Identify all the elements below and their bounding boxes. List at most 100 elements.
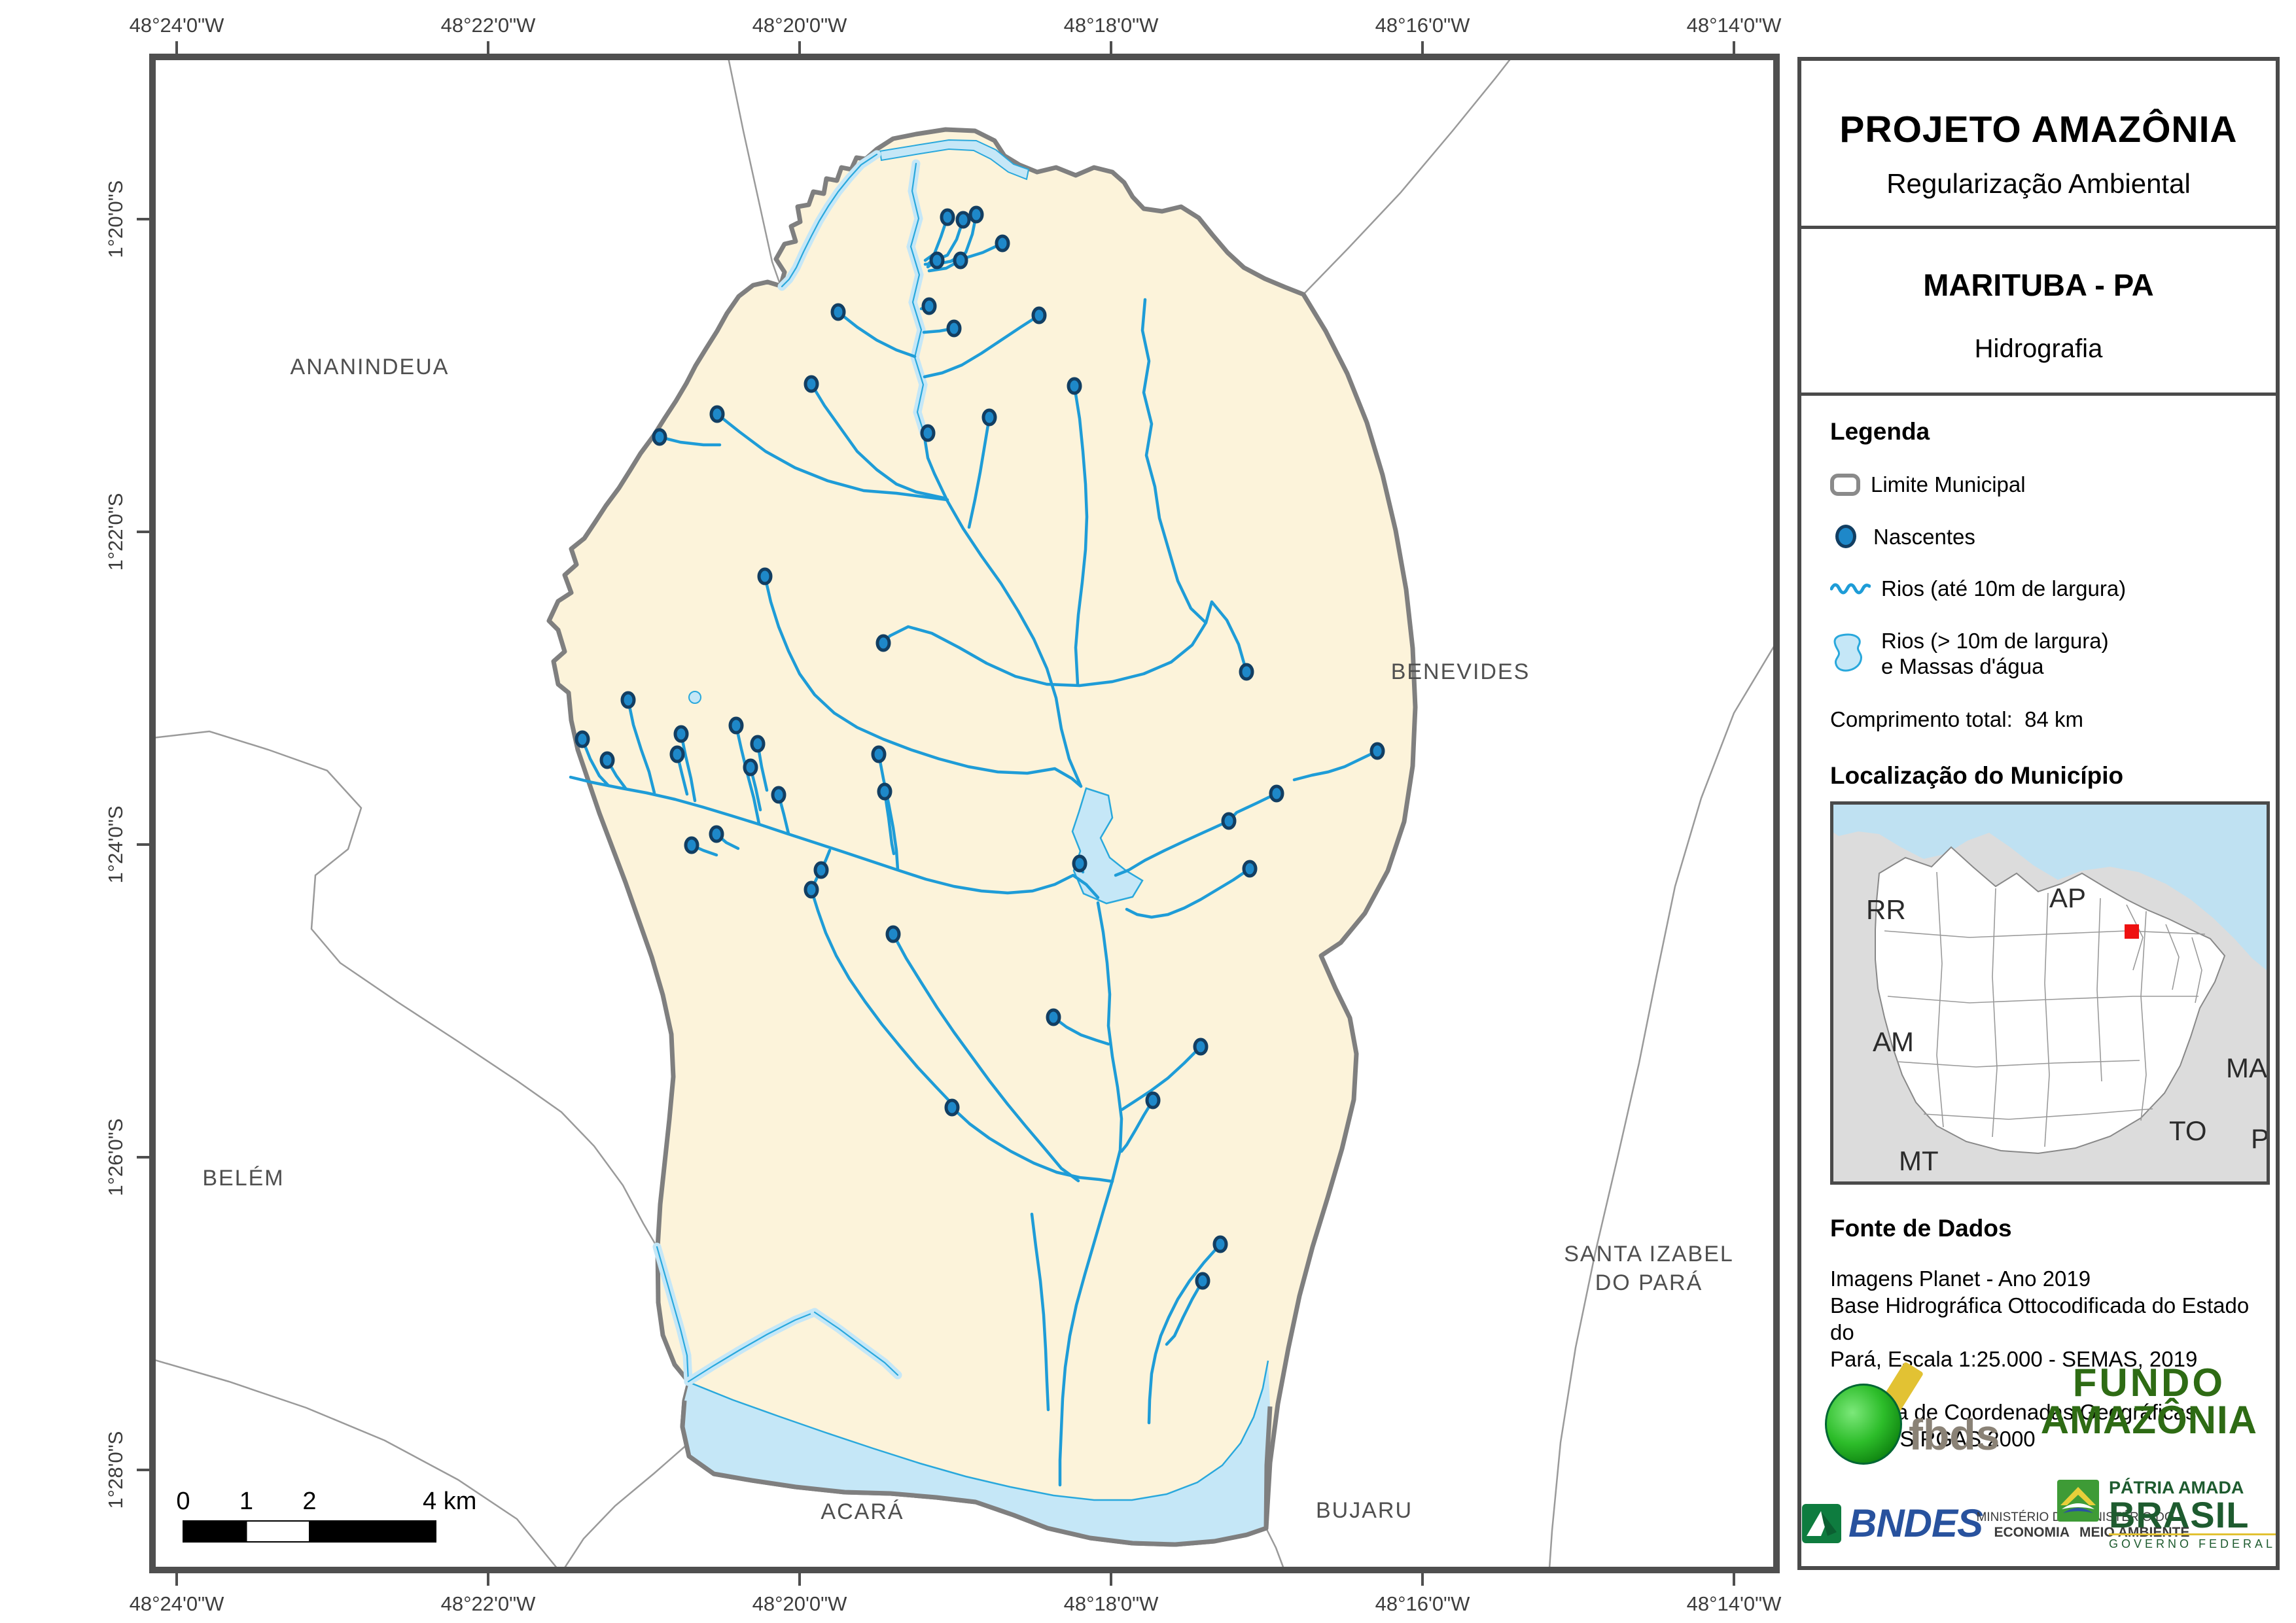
- nascente-dot: [1067, 377, 1082, 395]
- ministerio-meio-ambiente-logo: MINISTÉRIO DO MEIO AMBIENTE: [2079, 1510, 2191, 1541]
- nascente-dot: [804, 375, 819, 393]
- river-line: [923, 313, 1041, 379]
- river-line: [763, 574, 1083, 788]
- latitude-label-left: 1°22'0"S: [104, 493, 127, 571]
- nascente-dot: [1072, 854, 1087, 873]
- bndes-logo: BNDES: [1801, 1501, 1983, 1546]
- inset-municipal-line: [1936, 871, 1944, 1128]
- nascente-dot: [771, 786, 786, 804]
- nascente-dot: [574, 730, 590, 748]
- nascente-dot: [940, 208, 955, 226]
- nascente-dot: [1239, 663, 1254, 681]
- scale-bar-segment: [309, 1520, 436, 1543]
- nascente-dot: [709, 825, 724, 843]
- river-line: [1292, 749, 1379, 782]
- ministry-label: MEIO AMBIENTE: [2079, 1525, 2190, 1540]
- river-line: [658, 435, 722, 447]
- nascente-dot: [669, 745, 685, 763]
- nascente-dot: [981, 408, 997, 427]
- neighbor-boundary-line: [152, 1358, 558, 1569]
- nascente-dot: [1212, 1235, 1228, 1253]
- lake: [1071, 787, 1144, 905]
- river-line: [1114, 792, 1279, 877]
- latitude-label-left: 1°28'0"S: [104, 1431, 127, 1509]
- inset-state-label: MT: [1899, 1145, 1939, 1176]
- inset-municipal-line: [2191, 937, 2202, 1003]
- river-line: [580, 737, 610, 788]
- nascente-dot: [709, 405, 725, 423]
- municipal-limit-icon: [1830, 473, 1860, 496]
- governo-federal-logo: PÁTRIA AMADA BRASIL GOVERNO FEDERAL: [2057, 1479, 2276, 1550]
- river-channel-line: [687, 1311, 816, 1383]
- total-length-label: Comprimento total:: [1830, 707, 2013, 731]
- inset-municipal-line: [2096, 898, 2102, 1082]
- nascente-dot: [929, 251, 945, 270]
- fbds-logo-globe: [1825, 1384, 1902, 1465]
- nascente-dot: [1221, 812, 1237, 830]
- source-line: Imagens Planet - Ano 2019: [1830, 1266, 2091, 1291]
- river-line: [679, 732, 697, 803]
- river-channel-line: [656, 1246, 690, 1383]
- ministry-label: MINISTÉRIO DA: [1976, 1510, 2070, 1524]
- nascente-dot: [804, 881, 819, 899]
- bndes-logo-text: BNDES: [1848, 1501, 1983, 1545]
- river-line: [836, 310, 917, 358]
- legend-item-label: Limite Municipal: [1871, 472, 2026, 497]
- inset-municipal-line: [1992, 888, 1998, 1138]
- river-line: [1051, 1015, 1110, 1046]
- government-logos-row: BNDES MINISTÉRIO DA ECONOMIA MINISTÉRIO …: [1801, 1479, 2276, 1550]
- south-water-body: [682, 1361, 1270, 1544]
- nascente-dot: [1242, 860, 1258, 878]
- river-line: [950, 1106, 1114, 1183]
- inset-state-label: AM: [1873, 1026, 1914, 1057]
- neighbor-boundary-line: [727, 57, 782, 287]
- brasil-logo-text: PÁTRIA AMADA BRASIL GOVERNO FEDERAL: [2108, 1479, 2276, 1550]
- nascente-dot: [955, 211, 971, 229]
- scale-bar-label: 1: [239, 1488, 253, 1515]
- pond: [688, 691, 701, 704]
- longitude-label-bottom: 48°24'0"W: [130, 1592, 225, 1615]
- longitude-label-bottom: 48°22'0"W: [441, 1592, 537, 1615]
- source-line: Pará, Escala 1:25.000 - SEMAS, 2019: [1830, 1346, 2198, 1371]
- neighbor-boundary-line: [1265, 1527, 1285, 1569]
- inset-ocean: [1832, 803, 2270, 973]
- scale-bar-label: 0: [176, 1488, 190, 1515]
- scale-bar-segment: [183, 1520, 247, 1543]
- nascente-dot: [871, 745, 887, 763]
- nascente-dot: [728, 716, 744, 735]
- municipality-boundary-south: [680, 1400, 1273, 1547]
- longitude-label-bottom: 48°14'0"W: [1687, 1592, 1782, 1615]
- legend-item-limite: Limite Municipal: [1830, 472, 2276, 498]
- data-source-block: Imagens Planet - Ano 2019 Base Hidrográf…: [1830, 1266, 2276, 1373]
- nascente-dot: [1369, 742, 1385, 760]
- north-label: N: [73, 68, 94, 100]
- nascente-dot: [1031, 306, 1047, 324]
- longitude-label-bottom: 48°16'0"W: [1375, 1592, 1471, 1615]
- inset-state-label: TO: [2169, 1115, 2207, 1146]
- nascente-dot: [875, 634, 891, 652]
- neighbor-boundary-line: [1548, 644, 1776, 1569]
- nascente-dot: [652, 428, 667, 446]
- inset-municipal-line: [1897, 1060, 2140, 1068]
- inset-state-label: RR: [1866, 894, 1906, 925]
- nascente-dot: [620, 691, 636, 709]
- water-blob-icon: [1833, 633, 1862, 672]
- brasil-name: BRASIL: [2108, 1494, 2250, 1535]
- latitude-label-left: 1°26'0"S: [104, 1119, 127, 1196]
- project-subtitle: Regularização Ambiental: [1886, 168, 2191, 199]
- location-heading: Localização do Município: [1830, 761, 2124, 789]
- scale-bar-label: 2: [302, 1488, 316, 1515]
- nascente-dot: [757, 567, 773, 585]
- nascente-dot: [877, 782, 892, 801]
- neighbor-municipality-label: ANANINDEUA: [291, 355, 450, 379]
- river-line: [1204, 600, 1248, 674]
- fundo-logo-line2: AMAZÔNIA: [2040, 1398, 2257, 1442]
- river-channel-line: [781, 153, 878, 288]
- map-theme: Hidrografia: [1974, 334, 2103, 363]
- inset-state-label: MA: [2226, 1053, 2267, 1083]
- inset-municipal-line: [1884, 930, 2206, 938]
- river-line: [923, 215, 949, 262]
- latitude-label-left: 1°24'0"S: [104, 806, 127, 884]
- north-arrow-right: [83, 101, 97, 157]
